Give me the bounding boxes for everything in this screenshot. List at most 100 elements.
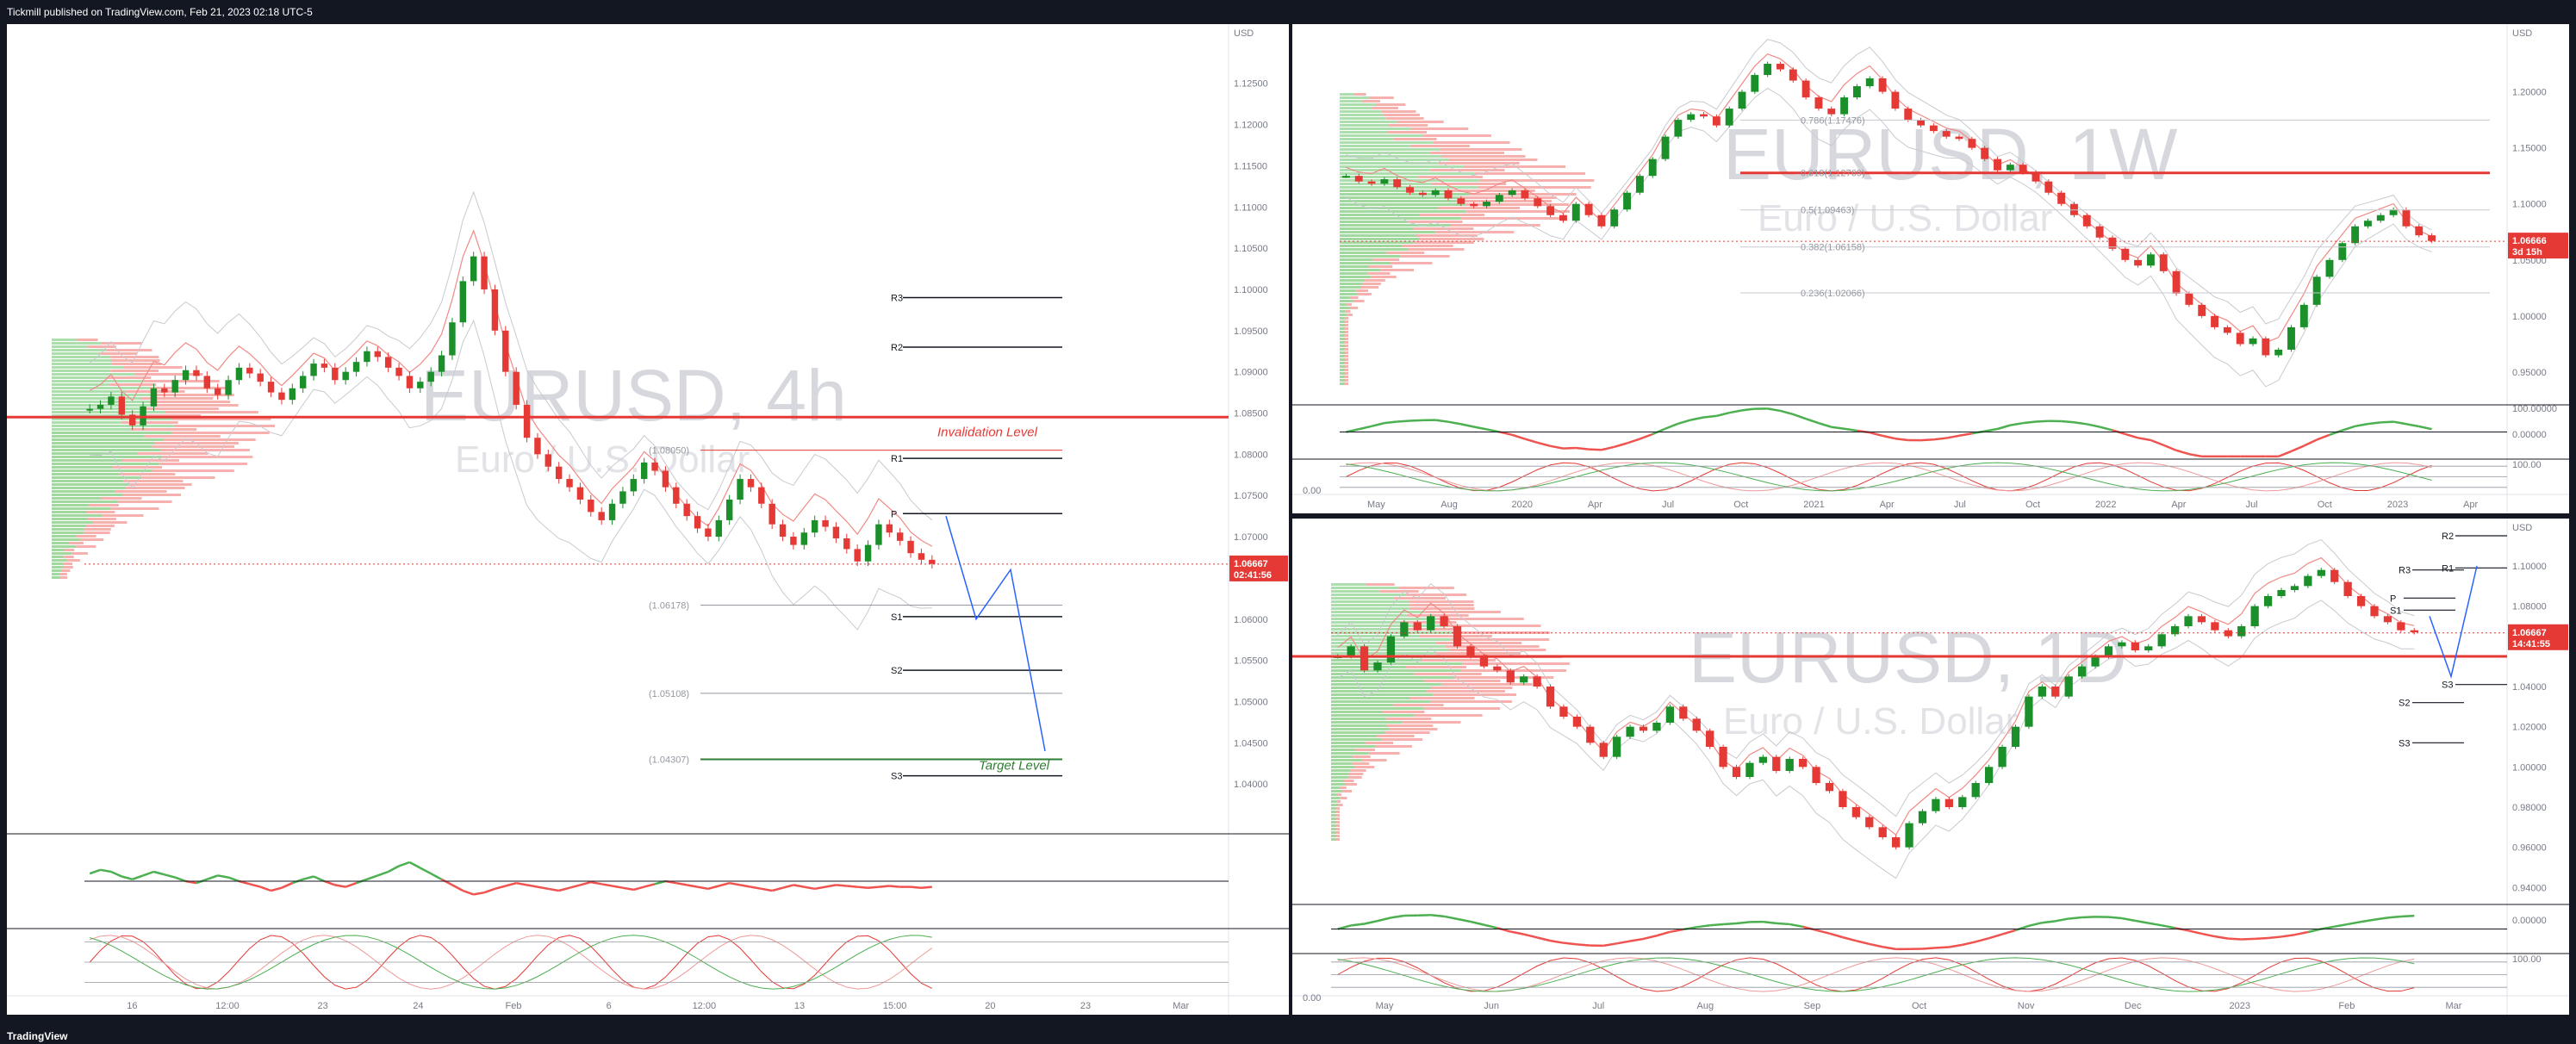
- volume-profile-bar-down: [1381, 738, 1423, 741]
- candle-body: [800, 532, 808, 545]
- pivot-label: R1: [891, 454, 903, 464]
- oscillator-line: [1384, 420, 1397, 425]
- x-tick-label: May: [1376, 1001, 1394, 1011]
- volume-profile-bar-down: [1335, 821, 1340, 823]
- volume-profile-bar-up: [1331, 700, 1431, 703]
- volume-profile-bar-down: [1340, 797, 1347, 799]
- y-tick-label: 0.95000: [2512, 368, 2547, 378]
- volume-profile-bar-up: [1340, 327, 1345, 330]
- volume-profile-bar-down: [1385, 718, 1432, 720]
- bollinger-upper: [89, 190, 933, 521]
- volume-profile-bar-down: [1344, 379, 1348, 382]
- trailing-stop-line: [1346, 53, 2432, 344]
- candle-body: [1508, 190, 1516, 196]
- oscillator-line: [889, 885, 900, 888]
- volume-profile-bar-up: [1331, 669, 1461, 672]
- oscillator-line: [1780, 409, 1794, 416]
- volume-profile-bar-down: [1410, 127, 1469, 130]
- volume-profile-bar-down: [1456, 200, 1552, 202]
- volume-profile-bar-up: [1340, 196, 1459, 199]
- candle-body: [1506, 670, 1515, 683]
- candle-body: [2184, 616, 2193, 626]
- volume-profile-bar-up: [52, 428, 132, 431]
- oscillator-tick: 0.00000: [2512, 916, 2547, 926]
- volume-profile-bar-down: [1344, 382, 1348, 385]
- candle-body: [2157, 634, 2166, 647]
- volume-profile-bar-down: [1345, 783, 1357, 786]
- volume-profile-bar-down: [144, 435, 221, 438]
- volume-profile-bar-down: [1459, 196, 1557, 199]
- candle-body: [384, 357, 392, 368]
- candle-body: [1546, 687, 1555, 707]
- volume-profile-bar-down: [1408, 248, 1465, 251]
- candle-body: [673, 487, 680, 504]
- candle-body: [1776, 64, 1784, 70]
- volume-profile-bar-down: [1430, 700, 1512, 703]
- volume-profile-bar-up: [52, 507, 111, 510]
- candle-body: [1839, 791, 1847, 807]
- volume-profile-bar-down: [1344, 369, 1348, 371]
- volume-profile-bar-down: [1335, 814, 1340, 817]
- candle-body: [278, 392, 285, 401]
- candle-body: [1483, 202, 1490, 207]
- oscillator-line: [1629, 937, 1644, 942]
- volume-profile-bar-up: [1331, 790, 1343, 792]
- oscillator-line: [1664, 422, 1679, 430]
- volume-profile-bar-down: [1387, 131, 1428, 134]
- candle-body: [2019, 165, 2027, 173]
- volume-profile-bar-up: [1331, 724, 1388, 727]
- volume-profile-bar-up: [1340, 362, 1345, 364]
- oscillator-line: [910, 886, 922, 889]
- volume-profile-bar-up: [1340, 293, 1358, 295]
- volume-profile-bar-up: [1340, 148, 1440, 151]
- candle-body: [1427, 616, 1435, 631]
- y-tick-label: 1.10000: [1234, 285, 1268, 295]
- volume-profile-bar-down: [1361, 759, 1387, 761]
- volume-profile-bar-down: [1406, 614, 1469, 617]
- volume-profile-bar-up: [1331, 749, 1356, 751]
- projection-arrow: [2429, 565, 2478, 679]
- volume-profile-bar-down: [1355, 289, 1369, 292]
- volume-profile-bar-up: [1340, 365, 1345, 368]
- volume-profile-bar-up: [1331, 590, 1379, 593]
- volume-profile-bar-down: [1344, 376, 1348, 378]
- volume-profile-bar-down: [1413, 227, 1474, 230]
- volume-profile-bar-down: [1335, 835, 1340, 837]
- oscillator-line: [1723, 922, 1737, 926]
- volume-profile-bar-up: [52, 549, 65, 551]
- oscillator-line: [1958, 432, 1973, 438]
- stochastic-line: [1337, 957, 2415, 992]
- oscillator-line: [495, 885, 507, 891]
- volume-profile-bar-up: [52, 469, 152, 472]
- chart-panel-1w[interactable]: EURUSD, 1W Euro / U.S. Dollar 1.20000 1.150…: [1292, 24, 2569, 513]
- volume-profile-bar-down: [134, 414, 201, 417]
- volume-profile-bar-down: [1349, 296, 1359, 299]
- candle-body: [1665, 706, 1675, 723]
- volume-profile-bar-down: [1384, 114, 1420, 116]
- volume-profile-bar-up: [1331, 766, 1355, 768]
- pivot-label: S1: [891, 612, 902, 623]
- oscillator-line: [2228, 937, 2242, 941]
- volume-profile-bar-up: [1340, 269, 1381, 271]
- oscillator-line: [1473, 426, 1487, 431]
- volume-profile-bar-down: [1478, 186, 1591, 189]
- volume-profile-bar-up: [52, 480, 124, 482]
- y-tick-label: 1.09000: [1234, 368, 1268, 378]
- volume-profile-bar-down: [1344, 320, 1349, 323]
- volume-profile-bar-up: [1340, 262, 1391, 264]
- volume-profile-bar-down: [1344, 365, 1348, 368]
- candle-body: [1623, 192, 1632, 210]
- volume-profile-bar-up: [52, 370, 111, 372]
- candle-body: [705, 528, 712, 538]
- oscillator-line: [2278, 450, 2292, 458]
- volume-profile-bar-up: [1331, 690, 1428, 693]
- chart-panel-1d[interactable]: EURUSD, 1D Euro / U.S. Dollar 1.10000 1.080…: [1292, 519, 2569, 1015]
- oscillator-line: [569, 884, 581, 889]
- chart-panel-4h[interactable]: EURUSD, 4h Euro / U.S. Dollar 1.12500 1.120…: [7, 24, 1289, 1015]
- volume-profile-bar-down: [1449, 649, 1546, 651]
- volume-profile-bar-up: [1331, 752, 1369, 755]
- candle-body: [1745, 762, 1754, 777]
- candle-body: [2118, 642, 2126, 647]
- candle-body: [651, 462, 658, 471]
- volume-profile-bar-up: [1331, 731, 1386, 734]
